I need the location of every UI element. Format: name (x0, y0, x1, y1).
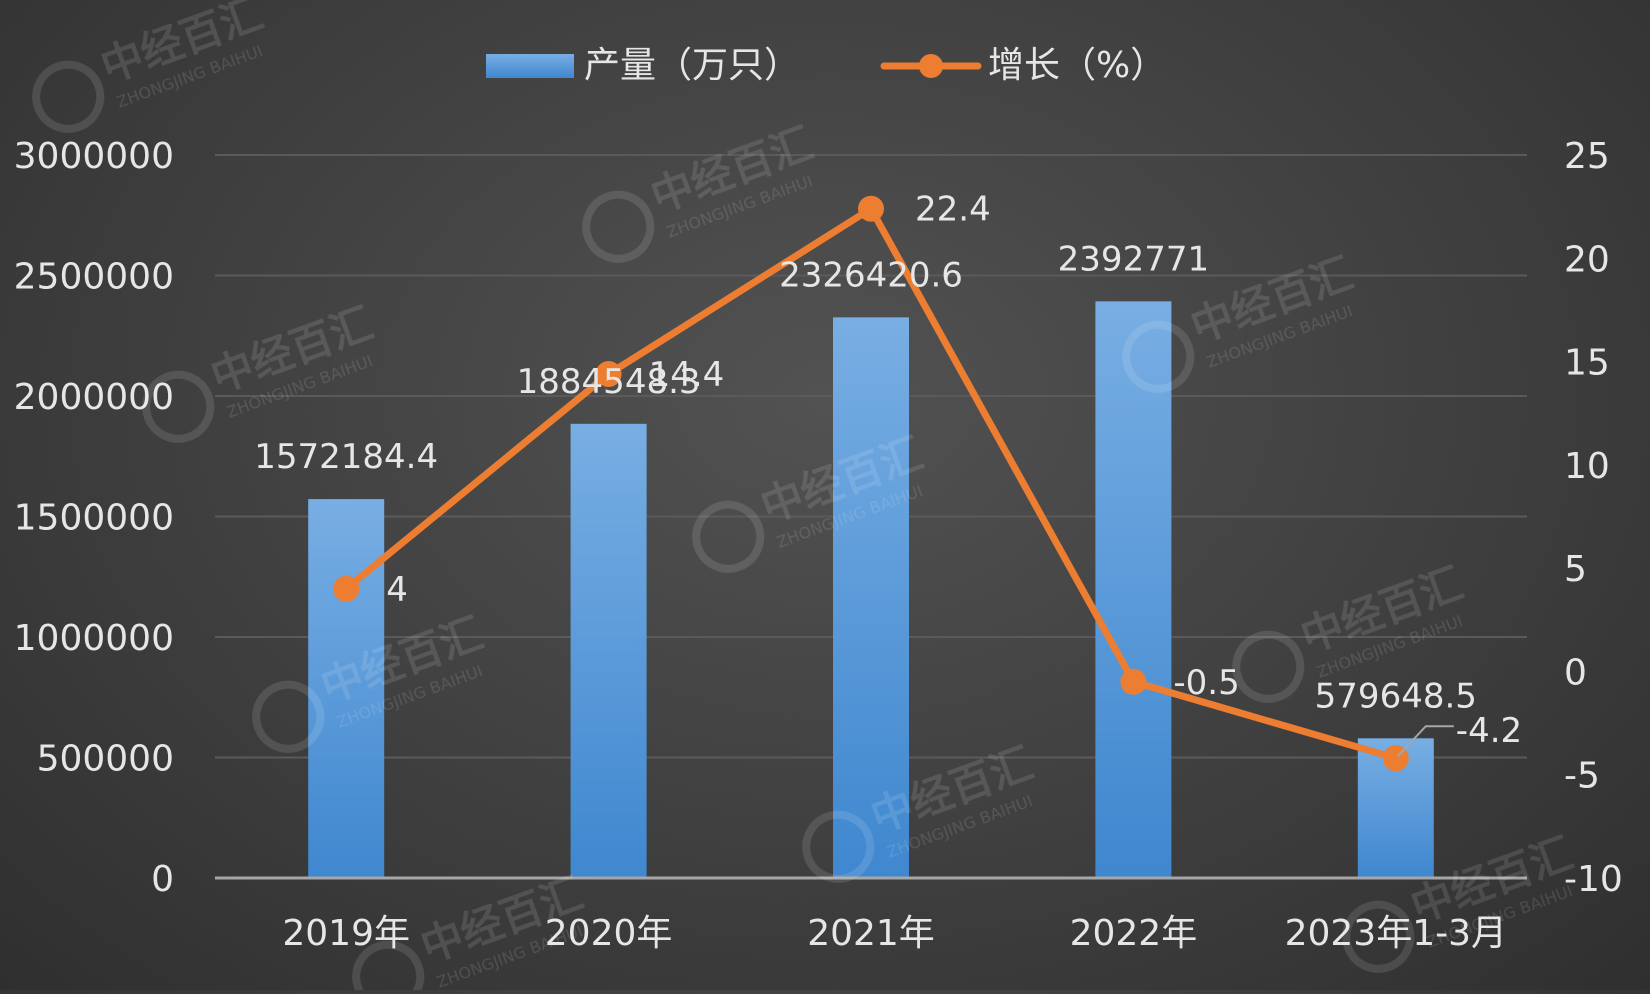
x-axis: 2019年 2020年 2021年 2022年 2023年1-3月 (215, 876, 1527, 954)
y-left-tick-label: 0 (151, 859, 174, 900)
growth-point (333, 575, 360, 602)
legend-bar-label: 产量（万只） (584, 45, 800, 86)
x-tick-label: 2020年 (545, 913, 673, 954)
data-labels: 1572184.4 1884548.3 2326420.6 2392771 579648… (254, 190, 1522, 757)
bar (308, 499, 385, 878)
y-left-tick-label: 1500000 (14, 498, 174, 539)
growth-point (1120, 668, 1147, 695)
watermark-logo (252, 680, 325, 753)
legend-line-label: 增长（%） (988, 45, 1166, 86)
y-left-tick-label: 2000000 (14, 377, 174, 418)
y-right-tick-label: 15 (1564, 343, 1610, 384)
y-left-tick-label: 500000 (37, 739, 174, 780)
line-data-label: 4 (386, 570, 408, 610)
growth-point (858, 195, 884, 222)
bar (1095, 301, 1172, 879)
y-right-tick-label: -5 (1564, 756, 1600, 797)
line-data-label: 22.4 (915, 190, 991, 230)
label-leader-line (1397, 725, 1454, 757)
watermark-logo (1232, 630, 1305, 703)
watermark-logo (142, 370, 215, 443)
bar-data-label: 579648.5 (1315, 676, 1477, 716)
x-tick-label: 2022年 (1070, 913, 1198, 954)
y-right-tick-label: 0 (1564, 652, 1587, 693)
watermark-logo (802, 810, 875, 883)
y-left-tick-label: 3000000 (14, 136, 174, 177)
growth-point (595, 360, 622, 387)
legend-line-marker (919, 54, 943, 78)
y-right-tick-label: 25 (1564, 136, 1610, 177)
line-data-label: -0.5 (1173, 663, 1239, 703)
watermark-logo (32, 60, 105, 133)
y-right-tick-label: 20 (1564, 239, 1610, 280)
line-data-label: 14.4 (649, 355, 725, 395)
bar-data-label: 2326420.6 (779, 255, 963, 295)
y-left-tick-label: 1000000 (14, 618, 174, 659)
y-right-tick-label: 10 (1564, 446, 1610, 487)
watermark-logo (582, 190, 655, 263)
watermark-logo (1342, 900, 1415, 973)
left-axis: 0 500000 1000000 1500000 2000000 2500000 30000… (14, 136, 174, 900)
legend-bar-swatch (486, 54, 574, 78)
right-axis: -10 -5 0 5 10 15 20 25 (1564, 136, 1623, 900)
x-tick-label: 2023年1-3月 (1285, 913, 1507, 954)
y-right-tick-label: 5 (1564, 549, 1587, 590)
bar-data-label: 1572184.4 (254, 437, 438, 477)
y-right-tick-label: -10 (1564, 859, 1623, 900)
bar-data-label: 2392771 (1058, 239, 1209, 279)
watermark-logo (692, 500, 765, 573)
bar-series (308, 301, 1434, 879)
legend: 产量（万只） 增长（%） (486, 45, 1166, 86)
bar (833, 317, 909, 878)
x-tick-label: 2019年 (282, 913, 410, 954)
watermark-logo (352, 940, 425, 994)
bar-data-label: 1884548.3 (517, 362, 701, 402)
line-data-label: -4.2 (1456, 711, 1522, 751)
bar (570, 423, 647, 878)
y-left-tick-label: 2500000 (14, 257, 174, 298)
x-tick-label: 2021年 (807, 913, 935, 954)
watermark-logo (1122, 320, 1195, 393)
